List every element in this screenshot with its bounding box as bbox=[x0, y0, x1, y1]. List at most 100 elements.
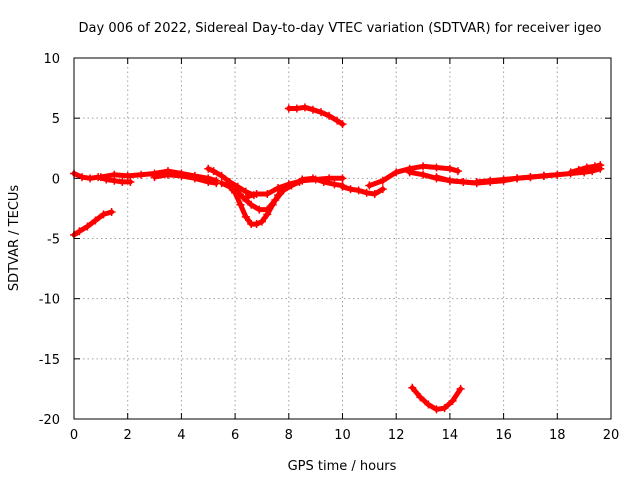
data-point bbox=[365, 181, 374, 190]
data-point bbox=[255, 205, 264, 214]
data-point bbox=[459, 177, 468, 186]
data-point bbox=[392, 168, 401, 177]
data-point bbox=[378, 185, 387, 194]
data-point bbox=[75, 227, 84, 236]
data-point bbox=[346, 185, 355, 194]
data-point bbox=[83, 222, 92, 231]
data-point bbox=[408, 383, 417, 392]
y-tick-label: -15 bbox=[39, 353, 60, 368]
tick-labels: 0 2 4 6 8 10 12 14 16 18 20 -20 -15 -10 -5 0 5 10 bbox=[39, 52, 620, 443]
series-band-18.5-19.6h bbox=[566, 161, 605, 177]
data-point bbox=[225, 182, 234, 191]
data-point bbox=[231, 185, 240, 194]
data-point bbox=[445, 164, 454, 173]
data-point bbox=[236, 200, 245, 209]
x-axis-label: GPS time / hours bbox=[288, 459, 397, 474]
series-band-11-14h bbox=[365, 162, 462, 190]
x-tick-label: 12 bbox=[388, 428, 405, 443]
data-point bbox=[325, 111, 334, 120]
data-point bbox=[362, 188, 371, 197]
data-point bbox=[177, 171, 186, 180]
data-point bbox=[486, 176, 495, 185]
x-tick-label: 6 bbox=[231, 428, 239, 443]
data-point bbox=[513, 174, 522, 183]
series-trace bbox=[340, 184, 386, 197]
data-point bbox=[445, 176, 454, 185]
data-point bbox=[432, 173, 441, 182]
data-point bbox=[244, 192, 253, 201]
data-point bbox=[91, 216, 100, 225]
data-point bbox=[405, 168, 414, 177]
y-tick-label: -10 bbox=[39, 293, 60, 308]
y-axis-label: SDTVAR / TECUs bbox=[7, 185, 22, 292]
series-trace bbox=[98, 168, 219, 184]
data-point bbox=[319, 177, 328, 186]
data-point bbox=[190, 174, 199, 183]
data-point bbox=[453, 167, 462, 176]
data-point bbox=[432, 405, 441, 414]
data-point bbox=[424, 400, 433, 409]
x-tick-label: 4 bbox=[177, 428, 185, 443]
data-point bbox=[217, 179, 226, 188]
data-point bbox=[590, 162, 599, 171]
data-point bbox=[263, 205, 272, 214]
data-point bbox=[308, 174, 317, 183]
data-point bbox=[123, 171, 132, 180]
data-point bbox=[78, 173, 87, 182]
data-point bbox=[317, 108, 326, 117]
series-arc-12.6-14.4h bbox=[408, 383, 465, 414]
data-point bbox=[553, 170, 562, 179]
data-point bbox=[440, 404, 449, 413]
data-point bbox=[241, 212, 250, 221]
data-point bbox=[338, 182, 347, 191]
data-point bbox=[137, 170, 146, 179]
data-point bbox=[338, 174, 347, 183]
series-descent-0-1.4h bbox=[70, 208, 116, 239]
x-tick-label: 18 bbox=[549, 428, 566, 443]
y-tick-label: 10 bbox=[43, 52, 60, 67]
x-tick-label: 2 bbox=[124, 428, 132, 443]
data-point bbox=[416, 393, 425, 402]
data-point bbox=[150, 173, 159, 182]
data-point bbox=[378, 176, 387, 185]
data-point bbox=[271, 195, 280, 204]
x-tick-label: 10 bbox=[334, 428, 351, 443]
series-arc-8-10h bbox=[284, 103, 347, 129]
y-tick-label: -5 bbox=[47, 233, 60, 248]
data-point bbox=[284, 104, 293, 113]
data-point bbox=[308, 105, 317, 114]
series-cluster-10-11.5h bbox=[338, 182, 387, 198]
data-point bbox=[274, 183, 283, 192]
data-point bbox=[99, 210, 108, 219]
data-point bbox=[118, 177, 127, 186]
data-point bbox=[257, 217, 266, 226]
x-tick-label: 20 bbox=[603, 428, 620, 443]
grid-lines bbox=[74, 58, 611, 419]
data-point bbox=[204, 164, 213, 173]
x-tick-label: 0 bbox=[70, 428, 78, 443]
data-point bbox=[526, 173, 535, 182]
x-tick-label: 14 bbox=[442, 428, 459, 443]
data-point bbox=[456, 384, 465, 393]
data-point bbox=[596, 161, 605, 170]
data-point bbox=[96, 173, 105, 182]
data-point bbox=[107, 208, 116, 217]
data-point bbox=[499, 175, 508, 184]
data-point bbox=[432, 163, 441, 172]
series-band-8.5-10h bbox=[298, 174, 347, 190]
x-tick-label: 8 bbox=[285, 428, 293, 443]
data-point bbox=[566, 168, 575, 177]
data-point bbox=[574, 165, 583, 174]
series-arc-5-6.7h-upper bbox=[204, 164, 258, 200]
data-series bbox=[70, 103, 605, 414]
data-point bbox=[354, 186, 363, 195]
y-tick-label: 5 bbox=[52, 112, 60, 127]
data-point bbox=[448, 396, 457, 405]
data-point bbox=[582, 163, 591, 172]
data-point bbox=[292, 104, 301, 113]
data-point bbox=[204, 177, 213, 186]
data-point bbox=[472, 177, 481, 186]
data-point bbox=[263, 189, 272, 198]
data-point bbox=[126, 177, 135, 186]
data-point bbox=[86, 174, 95, 183]
